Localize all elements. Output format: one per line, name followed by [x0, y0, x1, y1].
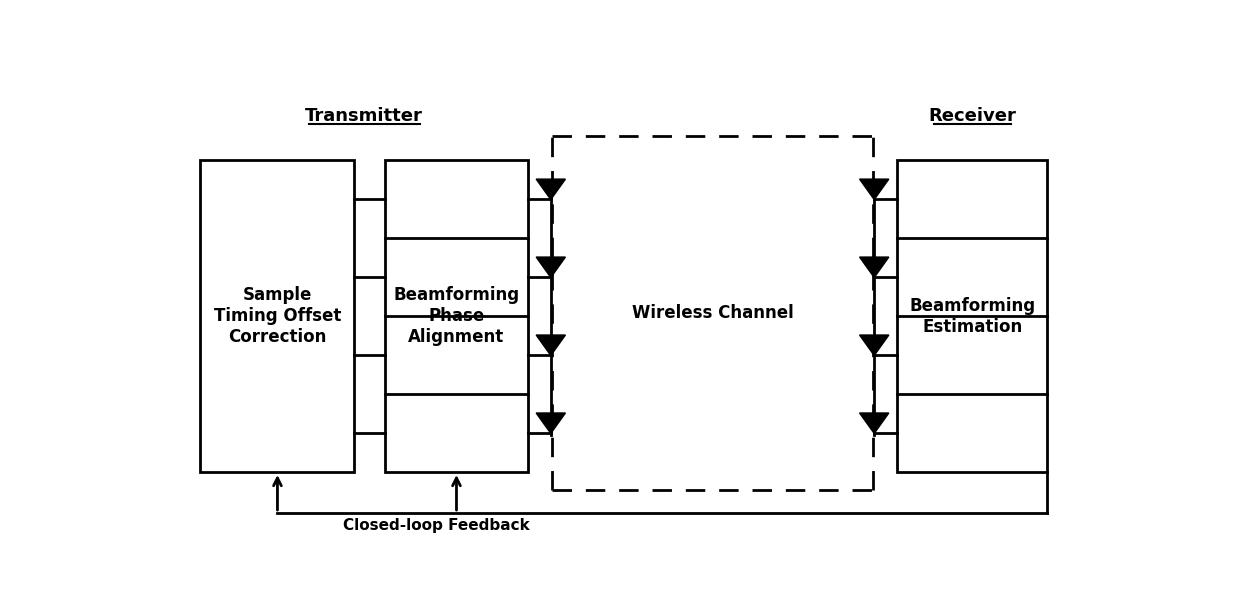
Polygon shape	[536, 335, 565, 356]
Polygon shape	[859, 257, 889, 278]
Text: Transmitter: Transmitter	[305, 106, 423, 124]
Text: Wireless Channel: Wireless Channel	[632, 304, 794, 322]
Polygon shape	[536, 179, 565, 199]
Text: Beamforming
Phase
Alignment: Beamforming Phase Alignment	[393, 286, 520, 346]
Text: Sample
Timing Offset
Correction: Sample Timing Offset Correction	[213, 286, 341, 346]
Polygon shape	[859, 413, 889, 434]
Text: Beamforming
Estimation: Beamforming Estimation	[909, 297, 1035, 336]
Text: Closed-loop Feedback: Closed-loop Feedback	[343, 518, 529, 533]
Bar	[201, 160, 355, 472]
Bar	[898, 160, 1048, 472]
Polygon shape	[859, 335, 889, 356]
Polygon shape	[536, 257, 565, 278]
Polygon shape	[536, 413, 565, 434]
Bar	[386, 160, 528, 472]
Text: Receiver: Receiver	[929, 106, 1017, 124]
Polygon shape	[859, 179, 889, 199]
